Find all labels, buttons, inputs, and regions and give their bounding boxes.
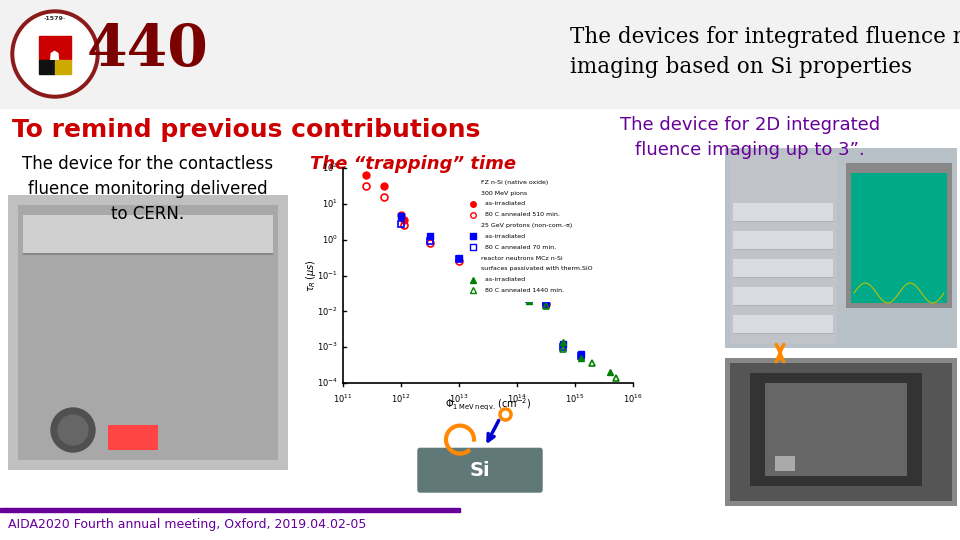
Text: Si: Si xyxy=(469,461,491,480)
Bar xyxy=(18,205,278,460)
Bar xyxy=(725,148,957,348)
Text: $10^{11}$: $10^{11}$ xyxy=(333,393,352,406)
Text: 80 C annealed 1440 min.: 80 C annealed 1440 min. xyxy=(481,288,564,293)
Bar xyxy=(23,253,273,255)
Text: To remind previous contributions: To remind previous contributions xyxy=(12,118,480,142)
Text: $10^{13}$: $10^{13}$ xyxy=(449,393,468,406)
Text: $10^{-1}$: $10^{-1}$ xyxy=(317,269,338,282)
Bar xyxy=(725,358,957,506)
Bar xyxy=(108,425,158,450)
Text: $10^{15}$: $10^{15}$ xyxy=(565,393,585,406)
Text: 25 GeV protons (non-com.-π): 25 GeV protons (non-com.-π) xyxy=(481,223,572,228)
Bar xyxy=(733,231,833,249)
Text: ·1579·: ·1579· xyxy=(44,16,66,21)
Text: $10^{1}$: $10^{1}$ xyxy=(323,198,338,210)
Circle shape xyxy=(58,415,88,445)
Text: 80 C annealed 70 min.: 80 C annealed 70 min. xyxy=(481,245,556,249)
Bar xyxy=(23,215,273,255)
Bar xyxy=(733,203,833,221)
Text: $10^{-2}$: $10^{-2}$ xyxy=(317,305,338,318)
Text: $10^{16}$: $10^{16}$ xyxy=(623,393,643,406)
Bar xyxy=(846,163,952,308)
Bar xyxy=(39,60,55,74)
Bar xyxy=(0,508,460,512)
Text: 440: 440 xyxy=(87,22,209,78)
Bar xyxy=(851,173,947,303)
Text: $\Phi_{1\,\mathrm{MeV\,n\,eqv.}}\,(\mathrm{cm}^{-2})$: $\Phi_{1\,\mathrm{MeV\,n\,eqv.}}\,(\math… xyxy=(444,397,531,413)
Bar xyxy=(465,172,630,301)
Text: The device for 2D integrated
fluence imaging up to 3”.: The device for 2D integrated fluence ima… xyxy=(620,116,880,159)
Circle shape xyxy=(11,10,99,98)
Text: FZ n-Si (native oxide): FZ n-Si (native oxide) xyxy=(481,180,548,185)
FancyBboxPatch shape xyxy=(418,448,542,492)
Bar xyxy=(0,0,960,108)
Bar xyxy=(765,383,907,476)
Text: as-irradiated: as-irradiated xyxy=(481,277,525,282)
Bar xyxy=(733,315,833,333)
Circle shape xyxy=(15,14,95,94)
Bar xyxy=(55,60,71,74)
Text: surfaces passivated with therm.SiO: surfaces passivated with therm.SiO xyxy=(481,266,592,271)
Text: The devices for integrated fluence monitoring and radiation field
imaging based : The devices for integrated fluence monit… xyxy=(570,26,960,78)
Bar xyxy=(730,153,836,343)
Text: $10^{2}$: $10^{2}$ xyxy=(323,162,338,174)
Bar xyxy=(750,373,922,486)
Text: The device for the contactless
fluence monitoring delivered
to CERN.: The device for the contactless fluence m… xyxy=(22,155,274,223)
Text: reactor neutrons MCz n-Si: reactor neutrons MCz n-Si xyxy=(481,255,563,260)
Bar xyxy=(733,259,833,277)
Circle shape xyxy=(51,408,95,452)
Text: $10^{-4}$: $10^{-4}$ xyxy=(317,377,338,389)
Bar xyxy=(733,287,833,305)
Text: 80 C annealed 510 min.: 80 C annealed 510 min. xyxy=(481,212,560,217)
Text: $10^{12}$: $10^{12}$ xyxy=(391,393,411,406)
Text: $10^{-3}$: $10^{-3}$ xyxy=(317,341,338,353)
Text: as-irradiated: as-irradiated xyxy=(481,234,525,239)
Text: 300 MeV pions: 300 MeV pions xyxy=(481,191,527,195)
Bar xyxy=(775,456,795,471)
Text: ☗: ☗ xyxy=(49,50,60,63)
Text: $\tau_R\,(\mu s)$: $\tau_R\,(\mu s)$ xyxy=(304,259,318,292)
Text: $10^{14}$: $10^{14}$ xyxy=(507,393,527,406)
Text: as-irradiated: as-irradiated xyxy=(481,201,525,206)
Text: The “trapping” time: The “trapping” time xyxy=(310,155,516,173)
Bar xyxy=(298,148,718,418)
Bar xyxy=(730,363,952,501)
Bar xyxy=(8,195,288,470)
Text: AIDA2020 Fourth annual meeting, Oxford, 2019.04.02-05: AIDA2020 Fourth annual meeting, Oxford, … xyxy=(8,518,367,531)
Text: $10^{0}$: $10^{0}$ xyxy=(322,233,338,246)
Bar xyxy=(39,36,71,60)
